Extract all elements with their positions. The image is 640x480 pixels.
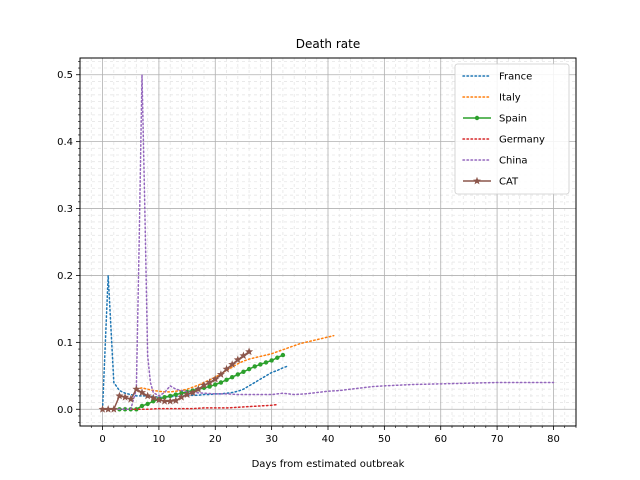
point-cat [132, 385, 141, 393]
legend-label-italy: Italy [499, 93, 521, 104]
legend-entry-italy: Italy [462, 93, 521, 104]
legend-box [454, 63, 570, 195]
legend-label-cat: CAT [499, 177, 519, 188]
point-cat [233, 355, 242, 364]
point-cat [160, 397, 169, 405]
point-cat [177, 393, 186, 401]
point-spain [229, 374, 235, 380]
point-cat [154, 395, 163, 404]
series-line-germany [101, 403, 279, 411]
legend-entry-germany: Germany [462, 135, 545, 146]
point-spain [263, 360, 269, 365]
point-spain [269, 358, 274, 363]
series-layer [98, 73, 555, 413]
point-cat [216, 370, 225, 378]
x-tick-label: 80 [547, 434, 560, 445]
point-cat [205, 378, 214, 386]
legend-entry-china: China [462, 156, 528, 167]
legend-marker-cat [473, 176, 481, 185]
y-axis-ticks: 0.0 0.1 0.2 0.3 0.4 0.5 [57, 61, 80, 423]
point-spain [207, 384, 212, 389]
x-tick-label: 0 [99, 434, 105, 445]
y-tick-label: 0.2 [57, 271, 73, 282]
point-cat [200, 380, 208, 389]
point-cat [188, 388, 197, 396]
legend-label-germany: Germany [499, 135, 545, 146]
point-cat [109, 405, 118, 413]
legend-label-france: France [499, 72, 532, 83]
legend-marker-spain [474, 115, 480, 121]
point-spain [258, 362, 263, 367]
y-tick-label: 0.4 [57, 137, 73, 148]
y-tick-label: 0.3 [57, 204, 73, 215]
x-tick-label: 70 [491, 434, 504, 445]
x-tick-label: 40 [322, 434, 335, 445]
legend-entry-cat: CAT [463, 177, 519, 188]
x-tick-label: 60 [434, 434, 447, 445]
point-spain [224, 377, 229, 383]
point-cat [194, 385, 203, 393]
series-germany [101, 403, 279, 411]
point-spain [167, 393, 173, 399]
point-cat [138, 388, 146, 396]
point-spain [246, 366, 252, 372]
legend-entry-spain: Spain [463, 114, 527, 125]
legend-entry-france: France [462, 72, 532, 83]
point-spain [173, 392, 179, 397]
point-cat [245, 347, 254, 356]
x-tick-label: 20 [209, 434, 222, 445]
point-spain [122, 407, 128, 412]
point-cat [228, 360, 237, 368]
series-italy [135, 334, 335, 393]
point-cat [115, 391, 124, 400]
point-cat [239, 351, 248, 360]
series-line-italy [135, 334, 335, 393]
x-axis-title: Days from estimated outbreak [252, 459, 405, 470]
point-spain [280, 352, 286, 358]
x-tick-label: 30 [265, 434, 278, 445]
point-cat [121, 393, 130, 401]
point-cat [149, 393, 158, 402]
point-cat [126, 395, 135, 403]
point-cat [183, 390, 192, 398]
point-cat [222, 364, 231, 373]
point-cat [143, 391, 152, 400]
point-cat [104, 405, 113, 413]
point-spain [275, 355, 280, 360]
x-axis-ticks: 0 10 20 30 40 50 60 70 80 [90, 426, 577, 445]
point-spain [139, 403, 145, 409]
point-cat [98, 405, 107, 413]
point-cat [166, 397, 175, 405]
legend-label-china: China [499, 156, 528, 167]
point-cat [171, 396, 180, 404]
point-spain [145, 401, 150, 407]
point-spain [213, 382, 218, 387]
legend: France Italy Spain Germany China CAT [454, 63, 570, 195]
point-spain [252, 364, 257, 369]
y-tick-label: 0.5 [57, 70, 73, 81]
point-spain [218, 380, 224, 385]
series-cat [98, 347, 254, 413]
x-tick-label: 10 [153, 434, 166, 445]
point-spain [235, 372, 241, 377]
chart-title: Death rate [296, 37, 360, 51]
y-tick-label: 0.0 [57, 405, 73, 416]
x-tick-label: 50 [378, 434, 391, 445]
y-tick-label: 0.1 [57, 338, 73, 349]
point-cat [211, 374, 220, 383]
point-spain [241, 369, 246, 375]
legend-label-spain: Spain [499, 114, 527, 125]
